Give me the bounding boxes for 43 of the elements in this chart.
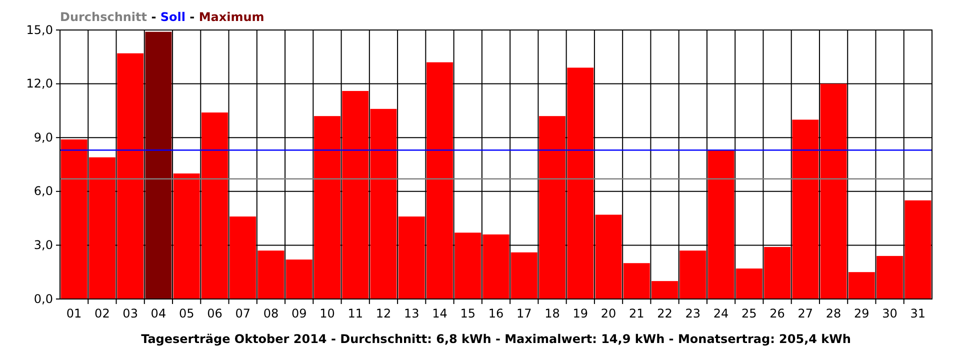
bar <box>595 214 622 299</box>
x-tick-label: 16 <box>488 306 504 321</box>
x-tick-label: 14 <box>432 306 448 321</box>
bar <box>482 234 510 299</box>
text: Durchschnitt - Soll - Maximum <box>60 10 264 24</box>
y-tick-label: 15,0 <box>26 22 53 37</box>
x-tick-label: 08 <box>263 306 279 321</box>
x-tick-label: 31 <box>910 306 926 321</box>
x-tick-label: 07 <box>235 306 250 321</box>
y-tick-label: 3,0 <box>34 238 53 252</box>
y-tick-label: 6,0 <box>34 184 53 198</box>
text: Tageserträge Oktober 2014 - Durchschnitt: 6,8 kWh - Maximalwert: 14,9 kWh - Monatsertrag: 205,4 kWh <box>141 332 851 346</box>
x-tick-label: 04 <box>150 306 166 321</box>
x-tick-label: 19 <box>572 306 588 321</box>
x-tick-label: 02 <box>94 306 110 321</box>
x-tick-label: 30 <box>882 306 898 321</box>
y-tick-label: 0,0 <box>34 292 53 306</box>
x-tick-label: 13 <box>404 306 420 321</box>
x-tick-label: 23 <box>685 306 701 321</box>
x-tick-label: 06 <box>207 306 222 321</box>
x-tick-label: 10 <box>320 306 335 321</box>
y-tick-label: 9,0 <box>34 130 53 144</box>
x-tick-label: 09 <box>291 306 307 321</box>
x-tick-label: 15 <box>460 306 476 321</box>
bar <box>370 108 397 299</box>
x-tick-label: 20 <box>600 306 616 321</box>
x-tick-label: 28 <box>826 306 842 321</box>
x-tick-label: 01 <box>66 306 82 321</box>
x-tick-label: 27 <box>798 306 814 321</box>
x-tick-label: 24 <box>713 306 729 321</box>
x-tick-label: 03 <box>122 306 138 321</box>
x-tick-label: 25 <box>742 306 757 321</box>
x-tick-label: 12 <box>376 306 392 321</box>
bar <box>145 32 172 299</box>
y-tick-label: 12,0 <box>26 76 53 91</box>
x-tick-label: 18 <box>544 306 560 321</box>
x-tick-label: 17 <box>516 306 532 321</box>
x-tick-label: 22 <box>657 306 672 321</box>
x-tick-label: 26 <box>770 306 785 321</box>
x-tick-label: 29 <box>854 306 870 321</box>
x-tick-label: 05 <box>178 306 194 321</box>
x-tick-label: 21 <box>629 306 644 321</box>
x-tick-label: 11 <box>348 306 363 321</box>
